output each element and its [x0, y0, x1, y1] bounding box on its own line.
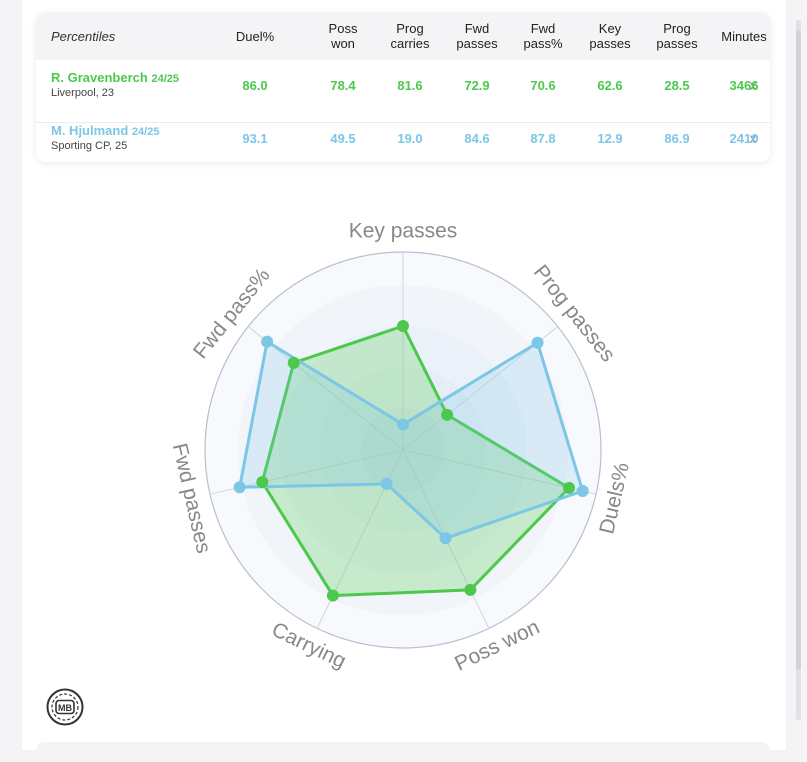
- data-point-gravenberch[interactable]: [287, 356, 300, 369]
- header-prog_passes[interactable]: Prog passes: [642, 12, 712, 60]
- header-fwd_passes[interactable]: Fwd passes: [442, 12, 512, 60]
- header-line: passes: [656, 36, 698, 51]
- scrollbar-thumb[interactable]: [796, 30, 801, 670]
- header-poss_won[interactable]: Poss won: [308, 12, 378, 60]
- header-key_passes[interactable]: Key passes: [575, 12, 645, 60]
- data-point-gravenberch[interactable]: [441, 408, 454, 421]
- axis-label: Duels%: [595, 460, 634, 536]
- data-point-gravenberch[interactable]: [563, 481, 576, 494]
- data-point-gravenberch[interactable]: [326, 589, 339, 602]
- data-point-hjulmand[interactable]: [576, 485, 589, 498]
- data-point-hjulmand[interactable]: [261, 335, 274, 348]
- header-line: Poss: [328, 21, 358, 36]
- remove-player-button[interactable]: x: [749, 130, 757, 146]
- table-row: R. Gravenberch 24/25 Liverpool, 23 x 86.…: [36, 70, 770, 123]
- cell-minutes: 3466: [729, 77, 759, 93]
- player-name-text: R. Gravenberch: [51, 70, 148, 85]
- player-name: M. Hjulmand 24/25: [51, 123, 159, 138]
- data-point-hjulmand[interactable]: [439, 532, 452, 545]
- data-point-hjulmand[interactable]: [233, 481, 246, 494]
- header-line: Prog: [396, 21, 424, 36]
- mb-logo: MB: [46, 688, 84, 726]
- header-line: Duel%: [235, 28, 275, 44]
- header-line: passes: [589, 36, 631, 51]
- header-fwd_pass_pct[interactable]: Fwd pass%: [508, 12, 578, 60]
- header-duel[interactable]: Duel%: [220, 12, 290, 60]
- axis-label: Key passes: [349, 220, 458, 243]
- cell-poss_won: 49.5: [330, 130, 356, 146]
- cell-fwd_pass_pct: 87.8: [530, 130, 556, 146]
- player-team: Liverpool, 23: [51, 87, 114, 99]
- next-card: [36, 742, 770, 762]
- cell-poss_won: 78.4: [330, 77, 356, 93]
- header-line: Minutes: [721, 28, 767, 44]
- data-point-hjulmand[interactable]: [397, 418, 409, 431]
- data-point-gravenberch[interactable]: [256, 476, 269, 489]
- remove-player-button[interactable]: x: [749, 77, 757, 93]
- header-line: passes: [456, 36, 498, 51]
- cell-key_passes: 62.6: [597, 77, 623, 93]
- header-line: Fwd: [464, 21, 490, 36]
- scrollbar[interactable]: [796, 20, 801, 720]
- cell-duel: 86.0: [242, 77, 268, 93]
- player-season: 24/25: [131, 126, 160, 138]
- data-point-hjulmand[interactable]: [380, 477, 393, 490]
- header-prog_carries[interactable]: Prog carries: [375, 12, 445, 60]
- header-line: won: [331, 36, 355, 51]
- cell-minutes: 2410: [729, 130, 759, 146]
- series-area-gravenberch: [260, 324, 571, 598]
- percentiles-table: Percentiles Duel% Poss won Prog carries Fwd pa…: [36, 12, 770, 162]
- table-header: Percentiles Duel% Poss won Prog carries Fwd pa…: [36, 12, 770, 60]
- header-line: pass%: [523, 36, 563, 51]
- table-row: M. Hjulmand 24/25 Sporting CP, 25 x 93.1…: [36, 123, 770, 162]
- player-name-text: M. Hjulmand: [51, 123, 129, 138]
- cell-duel: 93.1: [242, 130, 268, 146]
- player-name: R. Gravenberch 24/25: [51, 70, 179, 85]
- cell-prog_carries: 19.0: [397, 130, 423, 146]
- cell-fwd_pass_pct: 70.6: [530, 77, 556, 93]
- data-point-gravenberch[interactable]: [464, 583, 477, 596]
- series-area-hjulmand: [238, 340, 585, 540]
- cell-fwd_passes: 84.6: [464, 130, 490, 146]
- cell-prog_carries: 81.6: [397, 77, 423, 93]
- cell-fwd_passes: 72.9: [464, 77, 490, 93]
- logo-text: MB: [58, 703, 72, 713]
- header-minutes[interactable]: Minutes: [709, 12, 770, 60]
- header-line: Prog: [663, 21, 691, 36]
- cell-prog_passes: 28.5: [664, 77, 690, 93]
- cell-key_passes: 12.9: [597, 130, 623, 146]
- header-line: Fwd: [530, 21, 556, 36]
- player-team: Sporting CP, 25: [51, 140, 128, 152]
- data-point-hjulmand[interactable]: [531, 336, 544, 349]
- header-percentiles: Percentiles: [51, 28, 116, 44]
- player-season: 24/25: [151, 73, 179, 85]
- header-line: carries: [390, 36, 430, 51]
- cell-prog_passes: 86.9: [664, 130, 690, 146]
- header-line: Key: [598, 21, 622, 36]
- data-point-gravenberch[interactable]: [397, 320, 409, 333]
